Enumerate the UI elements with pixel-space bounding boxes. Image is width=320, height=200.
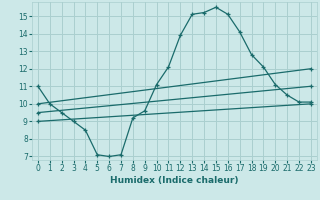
X-axis label: Humidex (Indice chaleur): Humidex (Indice chaleur) <box>110 176 239 185</box>
